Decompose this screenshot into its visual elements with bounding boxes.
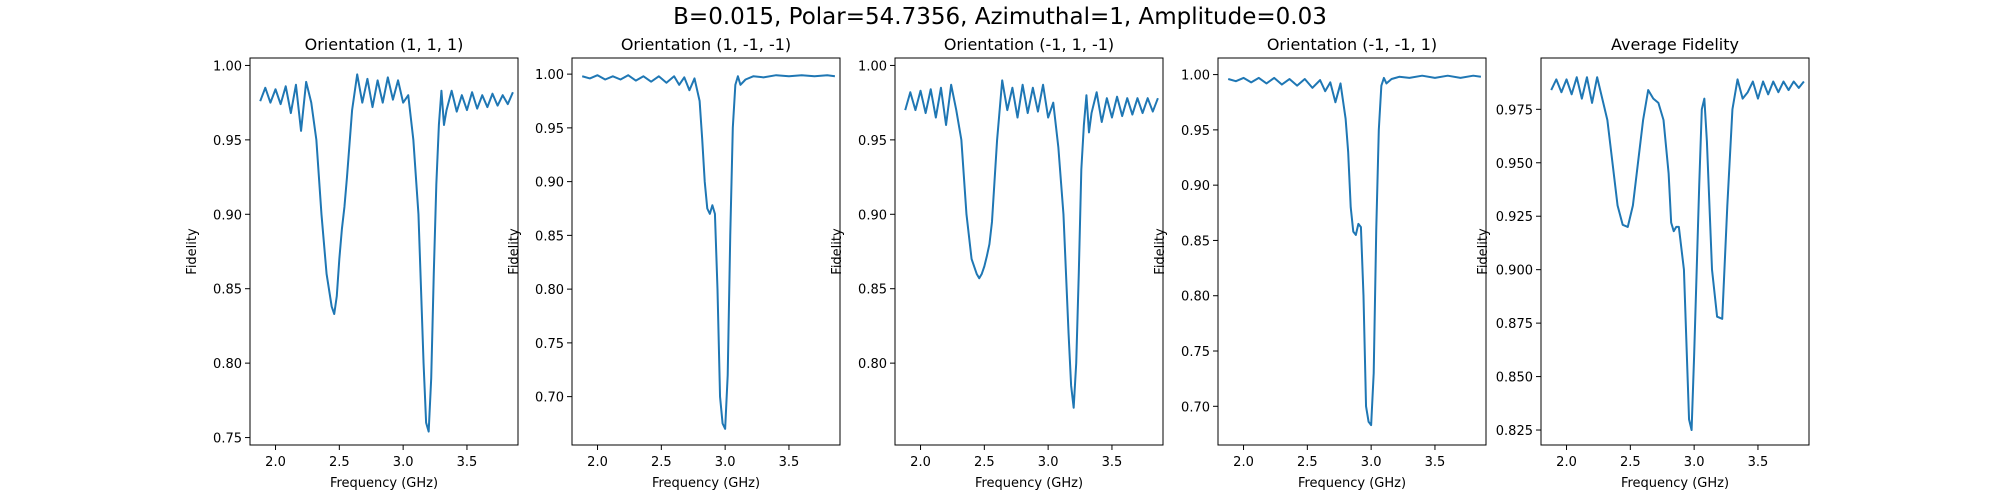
y-tick-label: 0.75 bbox=[1181, 345, 1210, 360]
y-tick-label: 0.90 bbox=[535, 176, 564, 191]
y-tick-label: 0.70 bbox=[535, 391, 564, 406]
series-line bbox=[904, 79, 1159, 409]
chart-panel-2: 2.0 2.5 3.0 3.5 0.70 0.75 0.80 0.85 0.90 0.95 1.00… bbox=[507, 35, 841, 491]
chart-title: Orientation (-1, 1, -1) bbox=[944, 35, 1114, 54]
y-axis-label: Fidelity bbox=[830, 228, 845, 275]
y-tick-label: 0.85 bbox=[535, 229, 564, 244]
y-axis-label: Fidelity bbox=[185, 228, 200, 275]
x-tick-label: 2.0 bbox=[265, 455, 286, 470]
x-tick-label: 2.5 bbox=[1297, 455, 1318, 470]
x-tick-label: 2.0 bbox=[1556, 455, 1577, 470]
series-line bbox=[259, 73, 514, 433]
plot-frame bbox=[894, 57, 1164, 446]
x-tick-label: 3.5 bbox=[1425, 455, 1446, 470]
x-axis-label: Frequency (GHz) bbox=[1298, 476, 1406, 491]
x-tick-label: 3.0 bbox=[1684, 455, 1705, 470]
x-tick-label: 3.5 bbox=[779, 455, 800, 470]
y-axis-label: Fidelity bbox=[507, 228, 522, 275]
x-tick-label: 3.0 bbox=[1361, 455, 1382, 470]
chart-panel-3: 2.0 2.5 3.0 3.5 0.80 0.85 0.90 0.95 1.00 Orientat… bbox=[830, 35, 1164, 491]
y-tick-label: 0.975 bbox=[1496, 103, 1533, 118]
x-tick-label: 3.5 bbox=[457, 455, 478, 470]
y-tick-label: 0.80 bbox=[858, 357, 887, 372]
y-tick-label: 0.85 bbox=[213, 283, 242, 298]
y-tick-label: 1.00 bbox=[1181, 69, 1210, 84]
chart-title: Orientation (1, -1, -1) bbox=[621, 35, 791, 54]
y-tick-label: 1.00 bbox=[213, 59, 242, 74]
x-tick-label: 2.5 bbox=[974, 455, 995, 470]
y-tick-label: 0.70 bbox=[1181, 400, 1210, 415]
y-tick-label: 0.825 bbox=[1496, 424, 1533, 439]
y-tick-label: 1.00 bbox=[858, 59, 887, 74]
y-tick-label: 0.925 bbox=[1496, 210, 1533, 225]
x-tick-label: 3.0 bbox=[393, 455, 414, 470]
y-axis-label: Fidelity bbox=[1476, 228, 1491, 275]
chart-panel-1: 2.0 2.5 3.0 3.5 0.75 0.80 0.85 0.90 0.95 1.00 Orie… bbox=[185, 35, 519, 491]
x-tick-label: 2.0 bbox=[1233, 455, 1254, 470]
x-axis-label: Frequency (GHz) bbox=[975, 476, 1083, 491]
plot-frame bbox=[1217, 57, 1487, 446]
plot-frame bbox=[1540, 57, 1810, 446]
figure-suptitle: B=0.015, Polar=54.7356, Azimuthal=1, Amp… bbox=[673, 4, 1327, 30]
x-tick-label: 3.5 bbox=[1748, 455, 1769, 470]
chart-panel-4: 2.0 2.5 3.0 3.5 0.70 0.75 0.80 0.85 0.90 0.95 1.00… bbox=[1153, 35, 1487, 491]
chart-title: Average Fidelity bbox=[1611, 35, 1739, 54]
y-tick-label: 0.75 bbox=[213, 432, 242, 447]
y-tick-label: 0.80 bbox=[535, 283, 564, 298]
y-tick-label: 0.900 bbox=[1496, 264, 1533, 279]
y-tick-label: 0.90 bbox=[858, 208, 887, 223]
y-tick-label: 0.80 bbox=[213, 357, 242, 372]
y-tick-label: 0.95 bbox=[535, 122, 564, 137]
series-line bbox=[581, 74, 836, 430]
x-tick-label: 2.0 bbox=[910, 455, 931, 470]
series-line bbox=[1550, 76, 1805, 432]
x-axis-label: Frequency (GHz) bbox=[330, 476, 438, 491]
y-tick-label: 0.95 bbox=[858, 134, 887, 149]
plot-frame bbox=[571, 57, 841, 446]
x-tick-label: 3.5 bbox=[1102, 455, 1123, 470]
y-tick-label: 0.75 bbox=[535, 337, 564, 352]
x-tick-label: 2.5 bbox=[651, 455, 672, 470]
chart-title: Orientation (-1, -1, 1) bbox=[1267, 35, 1437, 54]
y-tick-label: 0.80 bbox=[1181, 290, 1210, 305]
plot-frame bbox=[249, 57, 519, 446]
x-tick-label: 2.5 bbox=[1620, 455, 1641, 470]
y-tick-label: 0.90 bbox=[1181, 179, 1210, 194]
y-tick-label: 0.850 bbox=[1496, 371, 1533, 386]
y-tick-label: 0.875 bbox=[1496, 317, 1533, 332]
x-axis-label: Frequency (GHz) bbox=[1621, 476, 1729, 491]
x-tick-label: 3.0 bbox=[1038, 455, 1059, 470]
y-tick-label: 0.85 bbox=[858, 283, 887, 298]
y-axis-label: Fidelity bbox=[1153, 228, 1168, 275]
y-tick-label: 0.85 bbox=[1181, 234, 1210, 249]
series-line bbox=[1227, 74, 1482, 427]
y-tick-label: 0.90 bbox=[213, 208, 242, 223]
x-tick-label: 2.5 bbox=[329, 455, 350, 470]
x-tick-label: 2.0 bbox=[587, 455, 608, 470]
y-tick-label: 0.95 bbox=[213, 134, 242, 149]
y-tick-label: 0.950 bbox=[1496, 157, 1533, 172]
x-tick-label: 3.0 bbox=[715, 455, 736, 470]
chart-title: Orientation (1, 1, 1) bbox=[305, 35, 464, 54]
y-tick-label: 1.00 bbox=[535, 68, 564, 83]
x-axis-label: Frequency (GHz) bbox=[652, 476, 760, 491]
chart-panel-5: 2.0 2.5 3.0 3.5 0.825 0.850 0.875 0.900 0.925 0.9… bbox=[1476, 35, 1810, 491]
y-tick-label: 0.95 bbox=[1181, 124, 1210, 139]
